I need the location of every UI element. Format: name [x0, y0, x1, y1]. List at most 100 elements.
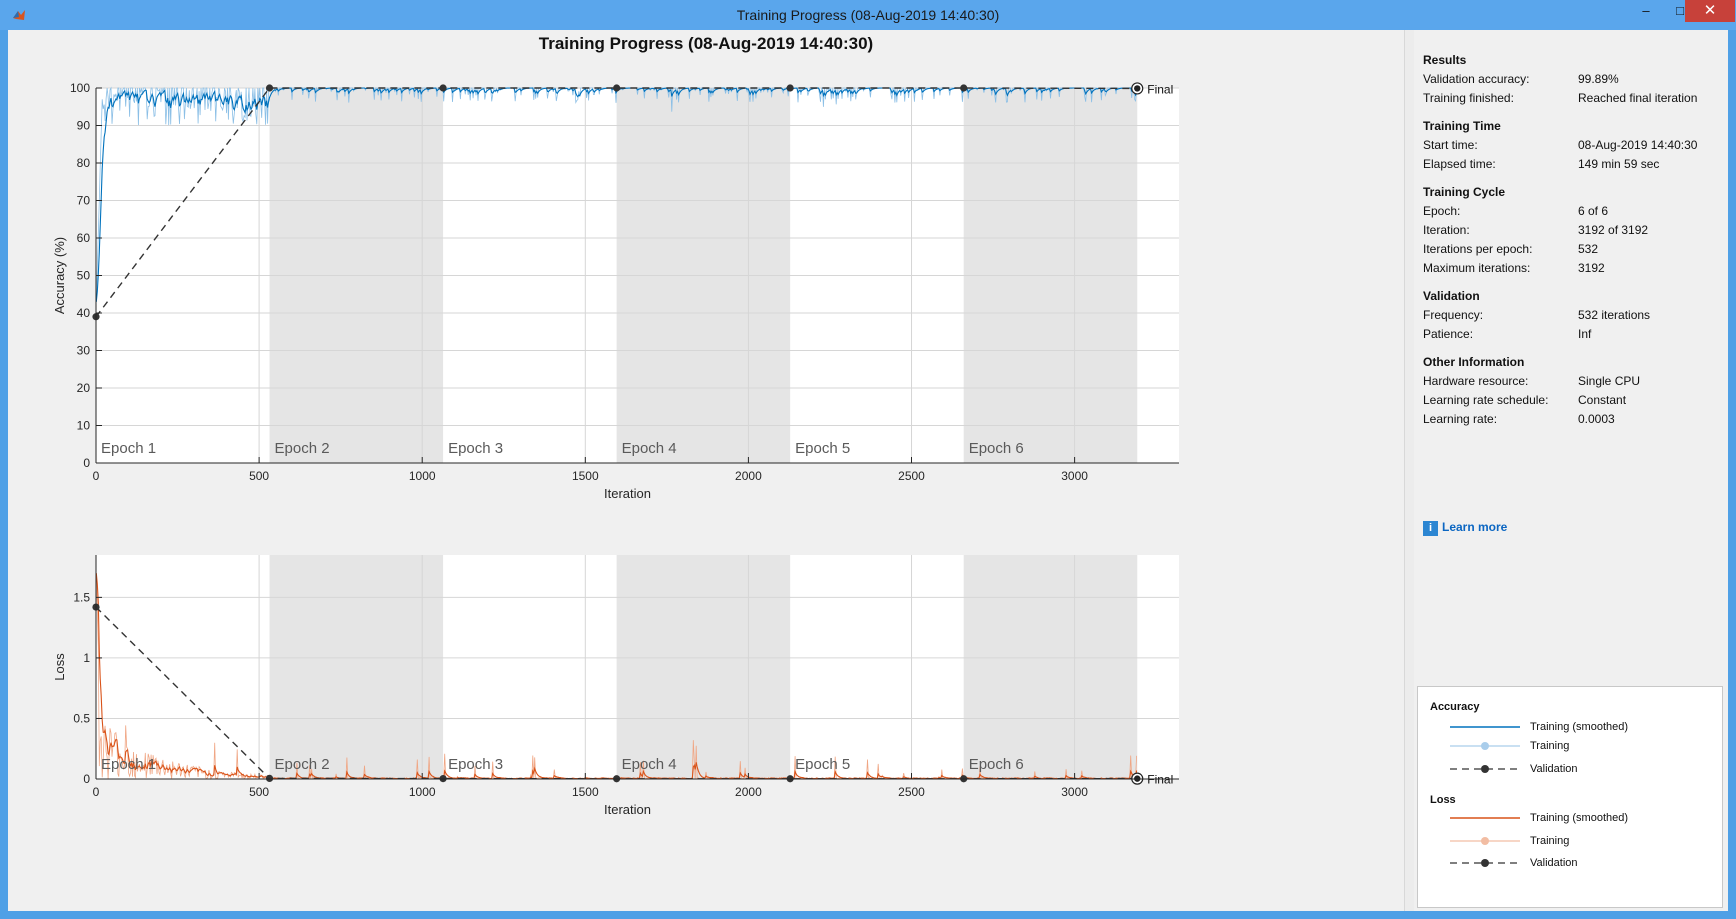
- info-label: Start time:: [1423, 138, 1478, 152]
- info-value: 532 iterations: [1578, 308, 1651, 322]
- y-tick-label: 40: [77, 306, 91, 320]
- accuracy-training-swatch: [1450, 742, 1520, 750]
- epoch-label: Epoch 5: [795, 756, 850, 773]
- minimize-button[interactable]: –: [1642, 3, 1650, 18]
- epoch-label: Epoch 6: [969, 440, 1024, 457]
- info-label: Training finished:: [1423, 91, 1514, 105]
- y-tick-label: 20: [77, 381, 91, 395]
- epoch-label: Epoch 1: [101, 756, 156, 773]
- accuracy-smoothed-swatch: [1450, 726, 1520, 728]
- validation-heading: Validation: [1423, 289, 1480, 303]
- info-label: Frequency:: [1423, 308, 1484, 322]
- x-tick-label: 2000: [735, 469, 762, 483]
- epoch-label: Epoch 6: [969, 756, 1024, 773]
- title-bar[interactable]: Training Progress (08-Aug-2019 14:40:30)…: [0, 0, 1736, 30]
- final-label: Final: [1147, 82, 1173, 96]
- x-axis-label: Iteration: [604, 486, 651, 501]
- y-tick-label: 70: [77, 194, 91, 208]
- info-row: Maximum iterations: 3192: [1423, 261, 1605, 275]
- x-tick-label: 2500: [898, 785, 925, 799]
- info-value: Constant: [1578, 393, 1627, 407]
- y-tick-label: 80: [77, 156, 91, 170]
- legend-entry: Training (smoothed): [1530, 721, 1629, 733]
- learn-more-link[interactable]: i Learn more: [1423, 520, 1507, 536]
- info-value: Inf: [1578, 327, 1592, 341]
- epoch-label: Epoch 5: [795, 440, 850, 457]
- final-label: Final: [1147, 773, 1173, 787]
- learn-more-label: Learn more: [1442, 520, 1508, 534]
- validation-point: [439, 84, 447, 92]
- info-value: 6 of 6: [1578, 204, 1609, 218]
- legend-entry: Validation: [1530, 763, 1578, 775]
- epoch-label: Epoch 2: [275, 440, 330, 457]
- info-label: Patience:: [1423, 327, 1474, 341]
- x-tick-label: 2000: [735, 785, 762, 799]
- x-tick-label: 3000: [1061, 785, 1088, 799]
- x-tick-label: 2500: [898, 469, 925, 483]
- y-tick-label: 0: [83, 772, 90, 786]
- info-row: Validation accuracy: 99.89%: [1423, 72, 1619, 86]
- info-row: Elapsed time: 149 min 59 sec: [1423, 157, 1659, 171]
- legend-panel: Accuracy Training (smoothed) Training Va…: [1417, 686, 1723, 908]
- results-heading: Results: [1423, 53, 1467, 67]
- matlab-icon: [13, 10, 25, 20]
- y-tick-label: 90: [77, 119, 91, 133]
- accuracy-validation-swatch: [1450, 765, 1520, 773]
- info-label: Elapsed time:: [1423, 157, 1496, 171]
- other-info-heading: Other Information: [1423, 355, 1525, 369]
- epoch-shade: [963, 555, 1138, 779]
- loss-training-swatch: [1450, 837, 1520, 845]
- maximize-button[interactable]: □: [1676, 3, 1684, 18]
- info-label: Learning rate schedule:: [1423, 393, 1549, 407]
- epoch-label: Epoch 3: [448, 440, 503, 457]
- validation-point: [265, 774, 274, 782]
- y-tick-label: 30: [77, 344, 91, 358]
- y-tick-label: 10: [77, 419, 91, 433]
- plot-area: Training Progress (08-Aug-2019 14:40:30)…: [8, 30, 1404, 911]
- epoch-label: Epoch 1: [101, 440, 156, 457]
- info-row: Iterations per epoch: 532: [1423, 242, 1598, 256]
- x-tick-label: 500: [249, 785, 269, 799]
- x-tick-label: 1000: [409, 469, 436, 483]
- info-label: Hardware resource:: [1423, 374, 1529, 388]
- validation-point: [613, 84, 621, 92]
- x-tick-label: 0: [93, 785, 100, 799]
- legend-loss-heading: Loss: [1430, 794, 1456, 806]
- info-row: Patience: Inf: [1423, 327, 1591, 341]
- close-button[interactable]: ✕: [1685, 0, 1735, 22]
- info-label: Maximum iterations:: [1423, 261, 1531, 275]
- info-row: Epoch: 6 of 6: [1423, 204, 1608, 218]
- info-label: Iteration:: [1423, 223, 1470, 237]
- y-axis-label: Accuracy (%): [52, 237, 67, 314]
- window-title: Training Progress (08-Aug-2019 14:40:30): [736, 7, 1000, 23]
- x-axis-label: Iteration: [604, 802, 651, 817]
- info-value: Single CPU: [1578, 374, 1641, 388]
- validation-point: [960, 84, 968, 92]
- epoch-shade: [269, 555, 444, 779]
- epoch-label: Epoch 4: [622, 756, 677, 773]
- y-tick-label: 0.5: [73, 711, 90, 725]
- info-value: Reached final iteration: [1578, 91, 1698, 105]
- legend-entry: Training (smoothed): [1530, 812, 1629, 824]
- info-label: Iterations per epoch:: [1423, 242, 1533, 256]
- x-tick-label: 3000: [1061, 469, 1088, 483]
- info-value: 3192 of 3192: [1578, 223, 1649, 237]
- training-plots: Epoch 1 Epoch 2 Epoch 3 Epoch 4 Epoch 5 Epoch…: [52, 81, 1179, 817]
- x-tick-label: 1500: [572, 785, 599, 799]
- validation-point: [786, 84, 794, 92]
- legend-accuracy-heading: Accuracy: [1430, 701, 1480, 713]
- info-value: 3192: [1578, 261, 1605, 275]
- info-row: Learning rate: 0.0003: [1423, 412, 1615, 426]
- training-time-heading: Training Time: [1423, 119, 1501, 133]
- info-row: Hardware resource: Single CPU: [1423, 374, 1640, 388]
- legend-entry: Training: [1530, 740, 1570, 752]
- info-label: Learning rate:: [1423, 412, 1498, 426]
- y-tick-label: 1: [83, 651, 90, 665]
- epoch-shade: [616, 555, 791, 779]
- loss-validation-swatch: [1450, 859, 1520, 867]
- x-tick-label: 1000: [409, 785, 436, 799]
- info-value: 99.89%: [1578, 72, 1619, 86]
- epoch-label: Epoch 2: [275, 756, 330, 773]
- info-row: Frequency: 532 iterations: [1423, 308, 1650, 322]
